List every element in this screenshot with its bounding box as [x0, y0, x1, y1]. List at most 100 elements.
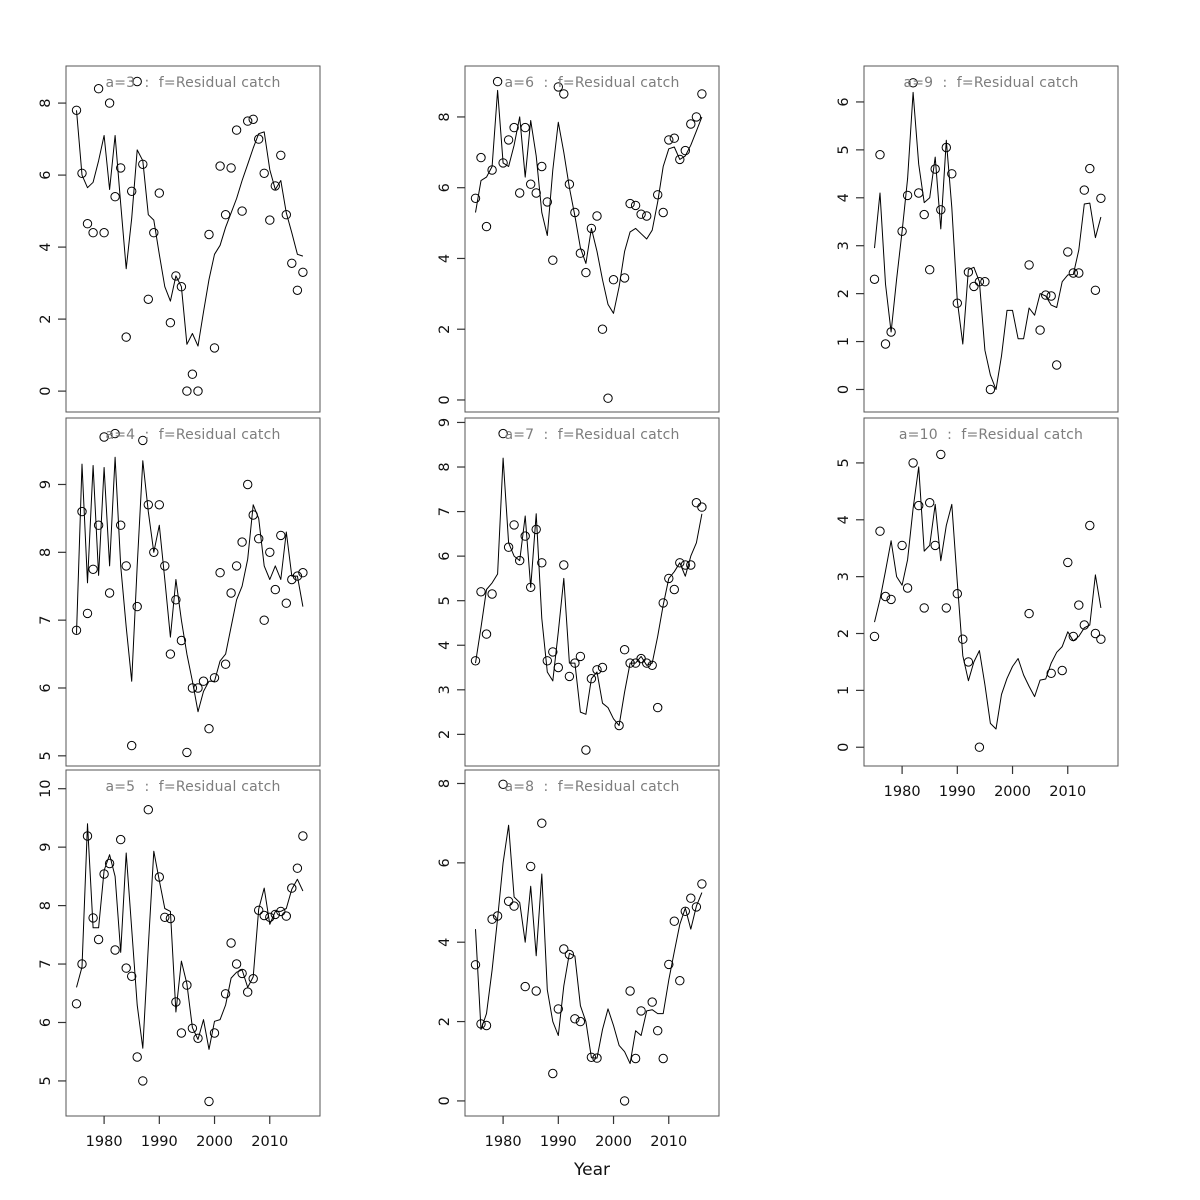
- obs-point: [110, 428, 120, 439]
- obs-point: [658, 598, 668, 608]
- obs-point: [243, 987, 253, 997]
- obs-point: [919, 209, 929, 220]
- obs-point: [138, 159, 148, 170]
- y-tick-label: 3: [836, 241, 852, 250]
- obs-point: [925, 498, 935, 508]
- obs-point: [132, 601, 142, 612]
- obs-point: [138, 435, 148, 446]
- obs-point: [82, 219, 93, 229]
- obs-point: [963, 267, 974, 277]
- obs-point: [886, 327, 896, 337]
- obs-point: [121, 561, 131, 571]
- obs-point: [553, 1004, 563, 1014]
- y-tick-label: 8: [38, 548, 54, 557]
- obs-point: [193, 386, 203, 396]
- obs-point: [276, 906, 286, 917]
- y-tick-label: 5: [38, 1076, 54, 1085]
- y-tick-label: 4: [437, 938, 453, 947]
- obs-point: [647, 660, 657, 670]
- obs-point: [209, 1028, 220, 1038]
- obs-point: [691, 498, 702, 508]
- obs-point: [481, 629, 492, 639]
- plot-box: [863, 65, 1119, 413]
- fit-line: [475, 457, 703, 726]
- y-tick-label: 9: [38, 843, 54, 852]
- obs-point: [254, 905, 264, 915]
- obs-point: [1024, 608, 1034, 619]
- obs-point: [243, 479, 253, 490]
- obs-point: [259, 910, 269, 921]
- obs-point: [88, 228, 98, 238]
- obs-point: [658, 1053, 668, 1064]
- obs-point: [470, 960, 481, 970]
- obs-point: [581, 267, 591, 278]
- obs-point: [231, 959, 242, 969]
- obs-point: [592, 665, 602, 675]
- obs-point: [226, 163, 236, 173]
- y-tick-label: 4: [437, 254, 453, 263]
- panel-a7: 2 3 4 5 6 7 8 9: [437, 417, 720, 767]
- obs-point: [636, 1006, 646, 1016]
- obs-point: [259, 168, 269, 179]
- obs-point: [88, 913, 98, 923]
- obs-point: [470, 656, 481, 666]
- panel-a10: 0 1 2 3 4 5 1980 1990 2000 2010: [836, 417, 1119, 800]
- obs-point: [608, 275, 619, 285]
- obs-point: [586, 223, 597, 234]
- obs-point: [559, 944, 569, 954]
- obs-point: [919, 603, 929, 613]
- y-tick-label: 3: [437, 685, 453, 694]
- obs-point: [99, 228, 109, 238]
- obs-point: [1090, 285, 1101, 295]
- obs-point: [176, 635, 187, 646]
- x-tick-label: 1980: [485, 1134, 522, 1150]
- obs-point: [570, 207, 580, 218]
- obs-point: [492, 76, 503, 87]
- obs-point: [1068, 268, 1079, 278]
- obs-point: [653, 702, 663, 713]
- obs-point: [270, 909, 280, 920]
- obs-point: [619, 273, 630, 283]
- obs-point: [520, 981, 530, 992]
- panel-a6: 0 2 4 6 8: [437, 65, 720, 413]
- obs-point: [281, 210, 291, 220]
- obs-point: [680, 145, 690, 156]
- obs-point: [1052, 360, 1062, 370]
- obs-point: [498, 428, 508, 439]
- obs-point: [77, 168, 87, 179]
- obs-point: [265, 215, 275, 225]
- obs-point: [669, 584, 679, 595]
- obs-point: [564, 671, 575, 682]
- y-tick-label: 2: [437, 1017, 453, 1026]
- obs-point: [132, 76, 142, 87]
- obs-point: [686, 560, 696, 570]
- obs-point: [1074, 600, 1084, 610]
- obs-point: [165, 649, 176, 659]
- y-tick-label: 0: [38, 387, 54, 396]
- panel-title-a3: a=3 : f=Residual catch: [105, 75, 281, 91]
- obs-point: [691, 112, 702, 122]
- obs-point: [154, 500, 165, 510]
- obs-point: [298, 831, 308, 841]
- obs-point: [952, 298, 962, 308]
- obs-point: [570, 658, 580, 668]
- y-tick-label: 6: [836, 97, 852, 106]
- y-tick-label: 2: [836, 289, 852, 298]
- obs-point: [897, 540, 907, 551]
- obs-point: [564, 179, 575, 189]
- y-tick-label: 8: [437, 462, 453, 471]
- obs-point: [237, 206, 247, 216]
- x-axis-label: Year: [574, 1160, 610, 1180]
- y-tick-label: 0: [836, 743, 852, 752]
- obs-point: [564, 949, 575, 960]
- obs-point: [226, 938, 236, 948]
- obs-point: [1063, 247, 1073, 257]
- obs-point: [647, 997, 657, 1007]
- y-tick-label: 0: [437, 395, 453, 404]
- obs-point: [531, 188, 541, 198]
- obs-point: [270, 181, 280, 191]
- obs-point: [548, 647, 558, 657]
- obs-point: [1041, 290, 1051, 300]
- y-tick-label: 6: [38, 170, 54, 179]
